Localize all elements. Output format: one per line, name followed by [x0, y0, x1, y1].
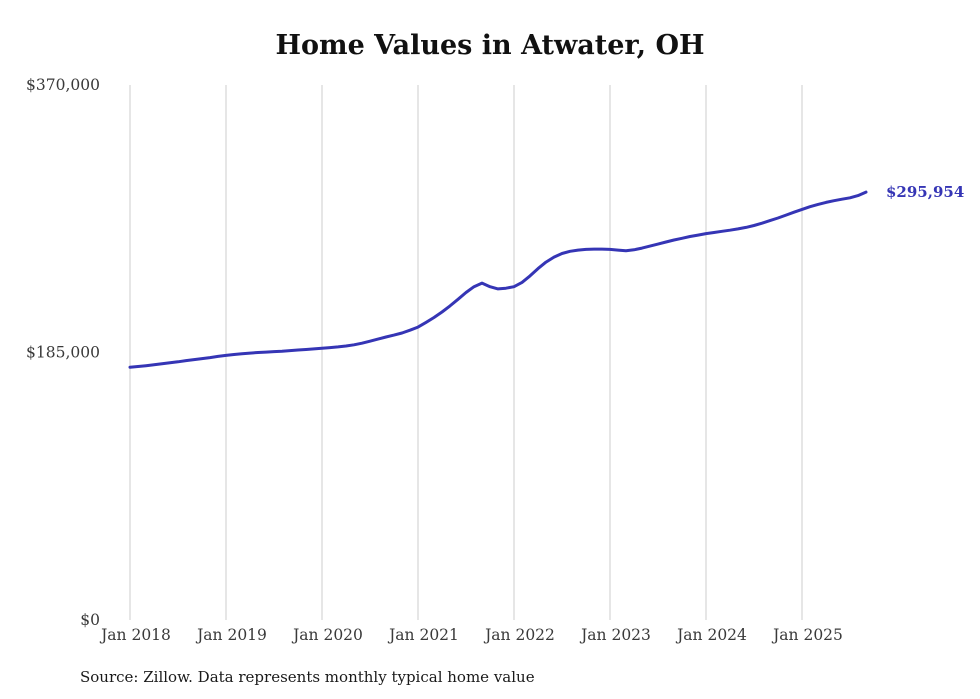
y-tick-label: $0	[80, 611, 100, 629]
x-tick-label: Jan 2025	[771, 626, 843, 644]
y-tick-label: $370,000	[26, 76, 100, 94]
x-tick-label: Jan 2024	[675, 626, 747, 644]
chart-title: Home Values in Atwater, OH	[275, 30, 705, 61]
latest-value-label: $295,954	[886, 183, 965, 202]
x-tick-label: Jan 2018	[99, 626, 171, 644]
source-note: Source: Zillow. Data represents monthly …	[80, 668, 535, 686]
home-value-line	[128, 190, 868, 369]
x-tick-label: Jan 2021	[387, 626, 459, 644]
x-tick-label: Jan 2019	[195, 626, 267, 644]
x-tick-label: Jan 2023	[579, 626, 651, 644]
y-tick-label: $185,000	[26, 344, 100, 362]
x-tick-label: Jan 2022	[483, 626, 555, 644]
x-tick-label: Jan 2020	[291, 626, 363, 644]
